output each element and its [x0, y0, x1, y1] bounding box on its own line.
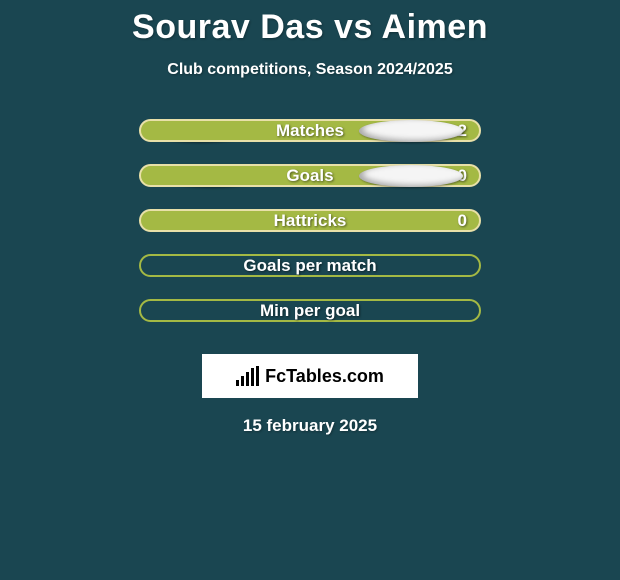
stat-label: Goals per match: [243, 256, 376, 276]
logo-box: FcTables.com: [202, 354, 418, 398]
right-indicator-ellipse: [359, 165, 463, 187]
stat-bar: Hattricks 0: [139, 209, 481, 232]
logo-bar-segment: [236, 380, 239, 386]
stat-bar: Min per goal: [139, 299, 481, 322]
stat-bar: Goals per match: [139, 254, 481, 277]
stat-row: Hattricks 0: [139, 209, 481, 232]
logo-bar-segment: [246, 372, 249, 386]
logo-bars-icon: [236, 366, 259, 386]
stat-label: Goals: [286, 166, 333, 186]
logo-text: FcTables.com: [265, 366, 384, 387]
stat-label: Min per goal: [260, 301, 360, 321]
logo-bar-segment: [251, 368, 254, 386]
page-title: Sourav Das vs Aimen: [132, 8, 488, 47]
stat-row: Goals per match: [139, 254, 481, 277]
date-text: 15 february 2025: [243, 416, 377, 436]
stat-row: Min per goal: [139, 299, 481, 322]
stat-row: Matches2: [139, 119, 481, 142]
stat-label: Hattricks: [274, 211, 347, 231]
stats-list: Matches2 Goals0 Hattricks 0 Goals per match M…: [139, 119, 481, 344]
logo: FcTables.com: [236, 366, 384, 387]
comparison-card: Sourav Das vs Aimen Club competitions, S…: [0, 0, 620, 436]
stat-label: Matches: [276, 121, 344, 141]
subtitle: Club competitions, Season 2024/2025: [167, 61, 452, 79]
stat-value: 0: [458, 211, 467, 231]
right-indicator-ellipse: [359, 120, 463, 142]
logo-bar-segment: [241, 376, 244, 386]
stat-row: Goals0: [139, 164, 481, 187]
logo-bar-segment: [256, 366, 259, 386]
